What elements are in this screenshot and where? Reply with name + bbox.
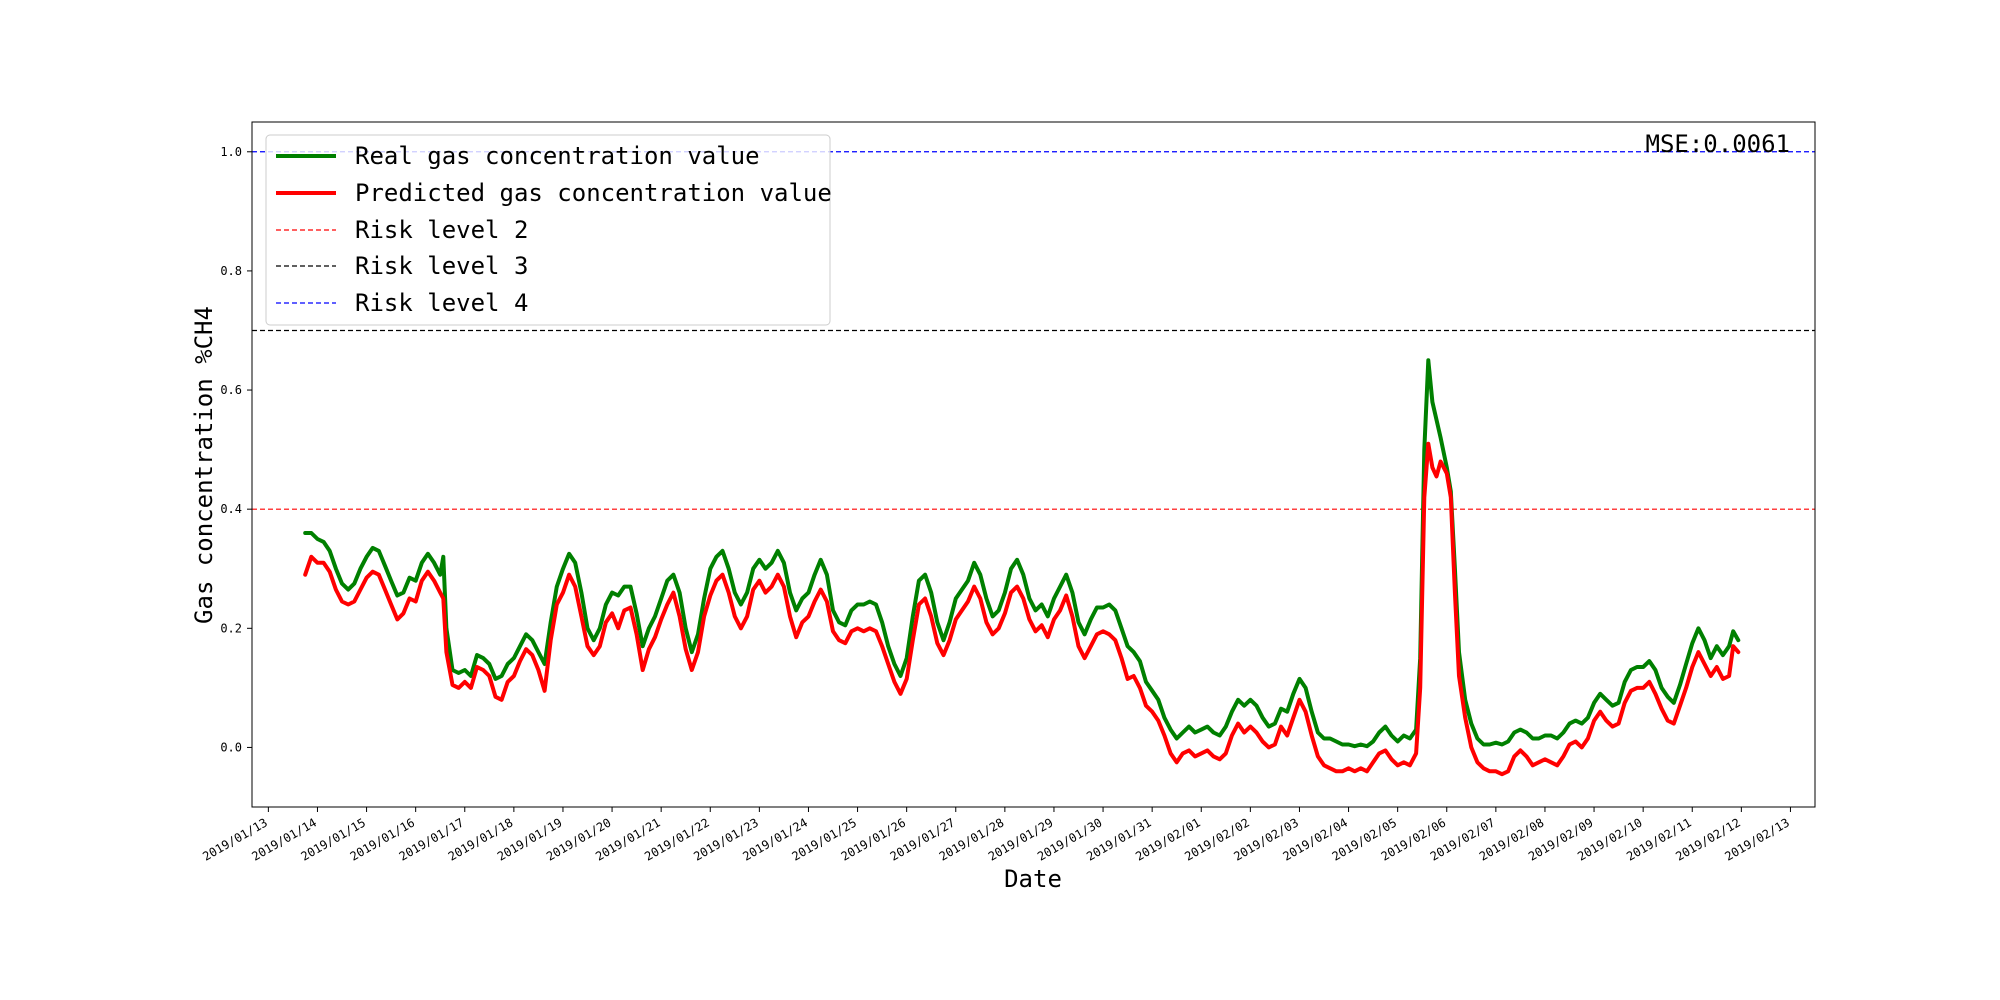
legend-box xyxy=(265,134,831,326)
legend-label-risk-2: Risk level 2 xyxy=(355,216,528,244)
y-axis: 0.0 0.2 0.4 0.6 0.8 1.0 xyxy=(220,145,252,754)
series-line-real xyxy=(303,358,1741,749)
y-tick-label: 0.2 xyxy=(220,621,242,635)
mse-annotation: MSE:0.0061 xyxy=(1646,130,1791,158)
plot-area-frame xyxy=(251,121,1816,808)
y-tick-label: 1.0 xyxy=(220,145,242,159)
legend-label-risk-4: Risk level 4 xyxy=(355,289,528,317)
legend-label-real: Real gas concentration value xyxy=(355,142,760,170)
legend-label-predicted: Predicted gas concentration value xyxy=(355,179,832,207)
y-tick-label: 0.0 xyxy=(220,740,242,754)
series-line-predicted xyxy=(303,441,1741,777)
x-axis: 2019/01/132019/01/142019/01/152019/01/16… xyxy=(200,807,1792,864)
y-tick-label: 0.6 xyxy=(220,383,242,397)
y-tick-label: 0.4 xyxy=(220,502,242,516)
legend: Real gas concentration value Predicted g… xyxy=(265,134,832,326)
y-tick-label: 0.8 xyxy=(220,264,242,278)
x-axis-label: Date xyxy=(1004,865,1062,893)
legend-label-risk-3: Risk level 3 xyxy=(355,252,528,280)
series-lines xyxy=(303,358,1741,777)
y-axis-label: Gas concentration %CH4 xyxy=(190,306,218,624)
